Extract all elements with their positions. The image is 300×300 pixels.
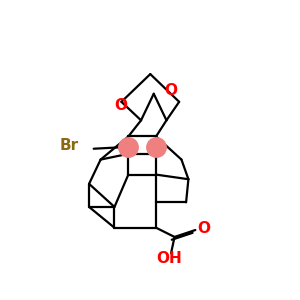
Text: O: O: [165, 83, 178, 98]
Text: OH: OH: [156, 251, 182, 266]
Text: Br: Br: [59, 138, 79, 153]
Text: O: O: [114, 98, 127, 113]
Text: O: O: [197, 221, 210, 236]
